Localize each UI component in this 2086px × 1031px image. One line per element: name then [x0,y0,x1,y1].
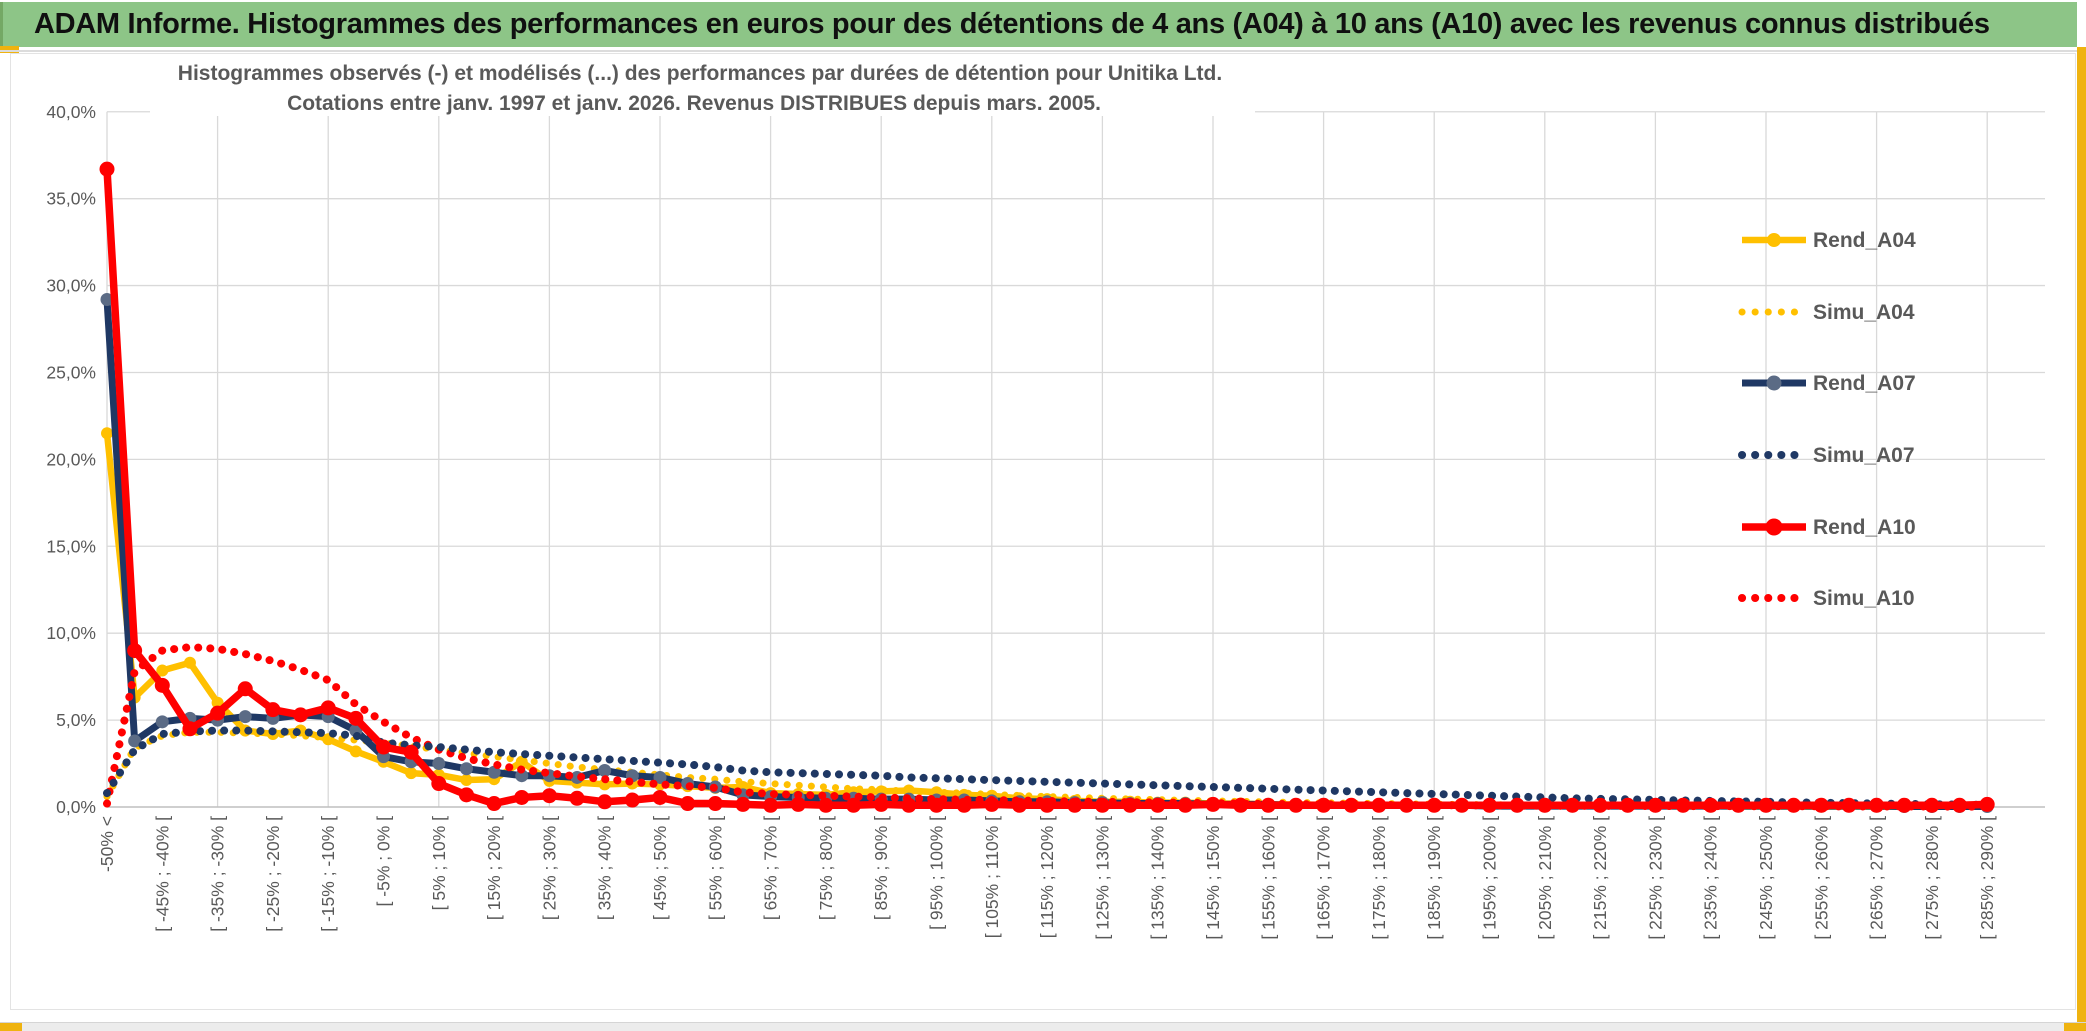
svg-text:10,0%: 10,0% [46,623,96,643]
svg-text:15,0%: 15,0% [46,536,96,556]
svg-text:Rend_A07: Rend_A07 [1813,372,1916,395]
svg-text:[ 245% ; 250% [: [ 245% ; 250% [ [1756,816,1776,940]
svg-text:[ 225% ; 230% [: [ 225% ; 230% [ [1645,816,1665,940]
legend-entry-Rend_A07: Rend_A07 [1742,372,1916,395]
gridlines [106,111,2045,808]
svg-text:[ 235% ; 240% [: [ 235% ; 240% [ [1701,816,1721,940]
svg-text:[ 45% ; 50% [: [ 45% ; 50% [ [650,816,670,920]
svg-text:[ 185% ; 190% [: [ 185% ; 190% [ [1424,816,1444,940]
svg-text:Simu_A10: Simu_A10 [1813,587,1915,610]
y-axis-labels: 40,0% 35,0% 30,0% 25,0% 20,0% 15,0% 10,0% 5,0% 0… [46,102,96,817]
legend-entry-Simu_A07: Simu_A07 [1738,444,1915,467]
svg-text:Simu_A04: Simu_A04 [1813,301,1915,324]
legend-entry-Simu_A04: Simu_A04 [1738,301,1915,324]
svg-text:Simu_A07: Simu_A07 [1813,444,1915,467]
svg-text:[ 75% ; 80% [: [ 75% ; 80% [ [816,816,836,920]
svg-text:[ -25% ; -20% [: [ -25% ; -20% [ [263,816,283,932]
svg-text:[ 265% ; 270% [: [ 265% ; 270% [ [1867,816,1887,940]
series-Simu_A07 [103,726,1992,809]
svg-text:25,0%: 25,0% [46,362,96,382]
svg-text:[ 115% ; 120% [: [ 115% ; 120% [ [1037,816,1057,938]
svg-text:[ 285% ; 290% [: [ 285% ; 290% [ [1977,816,1997,940]
svg-text:[ -35% ; -30% [: [ -35% ; -30% [ [208,816,228,932]
svg-text:[ -45% ; -40% [: [ -45% ; -40% [ [152,816,172,932]
svg-text:Rend_A04: Rend_A04 [1813,229,1916,252]
banner-left-edge [0,2,3,47]
svg-text:[ 95% ; 100% [: [ 95% ; 100% [ [927,816,947,930]
svg-text:[ -5% ; 0% [: [ -5% ; 0% [ [374,816,394,907]
svg-text:[ 25% ; 30% [: [ 25% ; 30% [ [539,816,559,920]
series-Rend_A07 [100,292,1994,813]
header-divider [0,50,2077,52]
legend-entry-Simu_A10: Simu_A10 [1738,587,1915,610]
svg-text:[ 215% ; 220% [: [ 215% ; 220% [ [1590,816,1610,940]
svg-text:[ 35% ; 40% [: [ 35% ; 40% [ [595,816,615,920]
banner-title: ADAM Informe. Histogrammes des performan… [34,8,1990,40]
chart-title-block: Histogrammes observés (-) et modélisés (… [150,56,1255,116]
svg-text:35,0%: 35,0% [46,189,96,209]
svg-text:[ 55% ; 60% [: [ 55% ; 60% [ [705,816,725,920]
sheet-header-banner: ADAM Informe. Histogrammes des performan… [0,2,2077,47]
svg-text:[ 175% ; 180% [: [ 175% ; 180% [ [1369,816,1389,940]
scrollbar-thumb-left[interactable] [0,1023,22,1031]
series-Simu_A10 [103,643,1992,811]
svg-text:[ 145% ; 150% [: [ 145% ; 150% [ [1203,816,1223,940]
svg-text:[ 275% ; 280% [: [ 275% ; 280% [ [1922,816,1942,940]
svg-text:[ 195% ; 200% [: [ 195% ; 200% [ [1480,816,1500,940]
svg-text:[ 105% ; 110% [: [ 105% ; 110% [ [982,816,1002,938]
svg-text:40,0%: 40,0% [46,102,96,122]
svg-text:Rend_A10: Rend_A10 [1813,516,1916,539]
svg-text:-50% <: -50% < [97,816,117,872]
svg-text:[ -15% ; -10% [: [ -15% ; -10% [ [318,816,338,932]
svg-text:[ 125% ; 130% [: [ 125% ; 130% [ [1092,816,1112,940]
chart-title: Histogrammes observés (-) et modélisés (… [178,62,1222,85]
svg-text:20,0%: 20,0% [46,449,96,469]
chart-object-frame [10,53,2076,1010]
accent-square-top-left [0,46,19,53]
x-axis-labels: -50% < [ -45% ; -40% [ [ -35% ; -30% [ [ -2… [97,816,1997,940]
accent-strip-right [2077,47,2086,1022]
svg-text:[ 65% ; 70% [: [ 65% ; 70% [ [761,816,781,920]
svg-text:[ 135% ; 140% [: [ 135% ; 140% [ [1148,816,1168,940]
svg-text:[ 155% ; 160% [: [ 155% ; 160% [ [1258,816,1278,940]
svg-text:[ 15% ; 20% [: [ 15% ; 20% [ [484,816,504,920]
svg-text:0,0%: 0,0% [56,797,96,817]
svg-text:[ 255% ; 260% [: [ 255% ; 260% [ [1811,816,1831,940]
svg-text:[ 85% ; 90% [: [ 85% ; 90% [ [871,816,891,920]
horizontal-scrollbar[interactable] [0,1022,2086,1031]
chart-legend: Rend_A04 Simu_A04 Rend_A07 Simu_A07 Rend_A10… [1738,229,1916,610]
scrollbar-thumb-right[interactable] [2064,1023,2086,1031]
legend-entry-Rend_A10: Rend_A10 [1742,516,1916,539]
svg-text:[ 205% ; 210% [: [ 205% ; 210% [ [1535,816,1555,940]
svg-text:[ 5% ; 10% [: [ 5% ; 10% [ [429,816,449,910]
series-Rend_A10 [99,161,1995,813]
chart-subtitle: Cotations entre janv. 1997 et janv. 2026… [287,92,1101,115]
svg-text:5,0%: 5,0% [56,710,96,730]
legend-entry-Rend_A04: Rend_A04 [1742,229,1916,252]
svg-text:[ 165% ; 170% [: [ 165% ; 170% [ [1314,816,1334,940]
svg-text:30,0%: 30,0% [46,276,96,296]
